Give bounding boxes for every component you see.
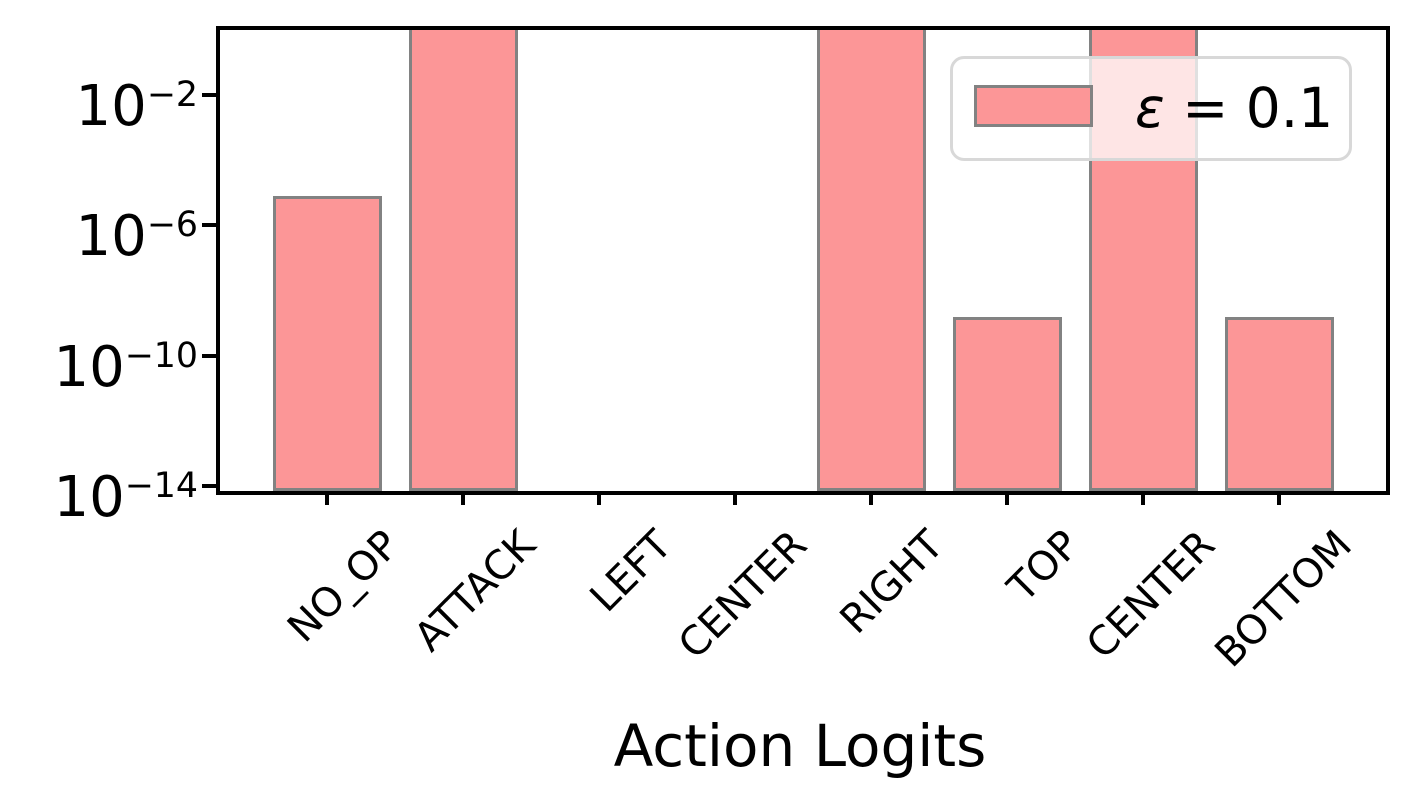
bar-no_op <box>272 196 382 491</box>
bar-top <box>952 317 1062 491</box>
x-tick-mark <box>325 491 329 505</box>
x-tick-label-center: CENTER <box>670 521 817 668</box>
x-tick-label-no_op: NO_OP <box>278 521 409 652</box>
y-tick-mark <box>202 483 216 488</box>
y-tick-label-1e-10: 10−10 <box>53 334 198 400</box>
x-tick-label-bottom: BOTTOM <box>1205 521 1361 677</box>
legend-swatch <box>974 85 1093 127</box>
y-tick-mark <box>202 223 216 228</box>
x-tick-mark <box>1277 491 1281 505</box>
x-tick-mark <box>869 491 873 505</box>
x-tick-mark <box>733 491 737 505</box>
x-tick-mark <box>1005 491 1009 505</box>
x-tick-mark <box>461 491 465 505</box>
x-axis-title: Action Logits <box>613 712 987 780</box>
x-tick-label-right: RIGHT <box>831 521 953 643</box>
epsilon-symbol: ε <box>1135 76 1165 140</box>
bar-bottom <box>1224 317 1334 491</box>
y-tick-mark <box>202 93 216 98</box>
y-tick-label-1e-14: 10−14 <box>53 464 198 530</box>
bar-right <box>816 30 926 491</box>
y-tick-mark <box>202 353 216 358</box>
bar-attack <box>408 30 518 491</box>
x-tick-mark <box>1141 491 1145 505</box>
x-tick-label-attack: ATTACK <box>405 521 545 661</box>
y-tick-label-1e-2: 10−2 <box>75 74 198 140</box>
legend: ε = 0.1 <box>950 56 1352 161</box>
legend-label: ε = 0.1 <box>1135 59 1333 158</box>
x-tick-label-top: TOP <box>999 521 1089 612</box>
x-tick-label-left: LEFT <box>581 521 681 622</box>
x-tick-label-center: CENTER <box>1078 521 1225 668</box>
legend-label-rest: = 0.1 <box>1164 76 1334 140</box>
x-tick-mark <box>597 491 601 505</box>
y-tick-label-1e-6: 10−6 <box>75 204 198 270</box>
